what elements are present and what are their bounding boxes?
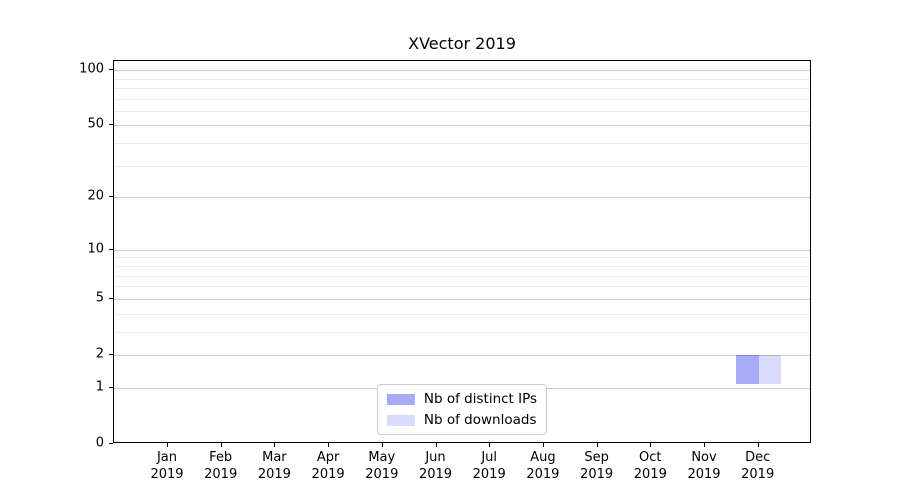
gridline-major-100 xyxy=(114,70,810,72)
gridline-minor-7 xyxy=(114,275,810,277)
x-tick-label: Aug 2019 xyxy=(526,450,560,482)
legend-row: Nb of distinct IPs xyxy=(386,391,538,407)
y-tick-label: 10 xyxy=(87,241,104,257)
x-tick-mark xyxy=(489,443,491,447)
x-tick-mark xyxy=(274,443,276,447)
legend-row: Nb of downloads xyxy=(386,412,537,428)
x-tick-mark xyxy=(542,443,544,447)
x-tick-label: Dec 2019 xyxy=(741,450,775,482)
gridline-major-2 xyxy=(114,354,810,356)
x-tick-label: Nov 2019 xyxy=(687,450,721,482)
legend: Nb of distinct IPs Nb of downloads xyxy=(376,384,548,435)
x-tick-label: Oct 2019 xyxy=(633,450,667,482)
bar-nb-of-distinct-ips xyxy=(736,354,759,384)
y-tick-mark xyxy=(109,297,113,299)
gridline-minor-3 xyxy=(114,331,810,333)
y-tick-label: 1 xyxy=(95,379,104,395)
gridline-major-5 xyxy=(114,298,810,300)
plot-area xyxy=(113,60,811,443)
y-tick-label: 50 xyxy=(87,116,104,132)
gridline-minor-90 xyxy=(114,78,810,80)
x-tick-mark xyxy=(757,443,759,447)
gridline-minor-70 xyxy=(114,98,810,100)
x-tick-label: Sep 2019 xyxy=(580,450,614,482)
x-tick-label: Apr 2019 xyxy=(311,450,345,482)
y-tick-mark xyxy=(109,69,113,71)
legend-swatch-icon xyxy=(386,393,415,405)
gridline-major-20 xyxy=(114,197,810,199)
gridline-minor-9 xyxy=(114,257,810,259)
legend-label: Nb of downloads xyxy=(423,412,537,428)
bar-nb-of-downloads xyxy=(758,354,782,384)
x-tick-mark xyxy=(596,443,598,447)
gridline-major-10 xyxy=(114,249,810,251)
x-tick-mark xyxy=(381,443,383,447)
y-tick-mark xyxy=(109,386,113,388)
legend-swatch-icon xyxy=(386,414,415,426)
y-tick-mark xyxy=(109,248,113,250)
y-tick-label: 5 xyxy=(95,290,104,306)
x-tick-mark xyxy=(220,443,222,447)
x-tick-mark xyxy=(650,443,652,447)
y-tick-mark xyxy=(109,196,113,198)
gridline-minor-6 xyxy=(114,286,810,288)
x-tick-mark xyxy=(435,443,437,447)
y-tick-label: 20 xyxy=(87,188,104,204)
gridline-minor-30 xyxy=(114,165,810,167)
y-tick-mark xyxy=(109,353,113,355)
y-tick-mark xyxy=(109,443,113,444)
chart-title: XVector 2019 xyxy=(408,34,516,53)
x-tick-label: Jul 2019 xyxy=(472,450,506,482)
gridline-minor-60 xyxy=(114,110,810,112)
gridline-minor-4 xyxy=(114,313,810,315)
x-tick-label: Jan 2019 xyxy=(150,450,184,482)
y-tick-mark xyxy=(109,124,113,126)
gridline-major-50 xyxy=(114,125,810,127)
y-tick-label: 0 xyxy=(95,435,104,451)
x-tick-mark xyxy=(328,443,330,447)
x-tick-mark xyxy=(704,443,705,447)
gridline-minor-80 xyxy=(114,87,810,89)
x-tick-label: Mar 2019 xyxy=(257,450,291,482)
legend-label: Nb of distinct IPs xyxy=(423,391,538,407)
x-tick-label: Jun 2019 xyxy=(418,450,453,482)
y-tick-label: 2 xyxy=(95,346,104,362)
x-tick-label: May 2019 xyxy=(365,450,399,482)
x-tick-mark xyxy=(167,443,168,447)
gridline-minor-40 xyxy=(114,143,810,145)
x-tick-label: Feb 2019 xyxy=(204,450,238,482)
y-tick-label: 100 xyxy=(79,61,104,77)
gridline-minor-8 xyxy=(114,265,810,267)
